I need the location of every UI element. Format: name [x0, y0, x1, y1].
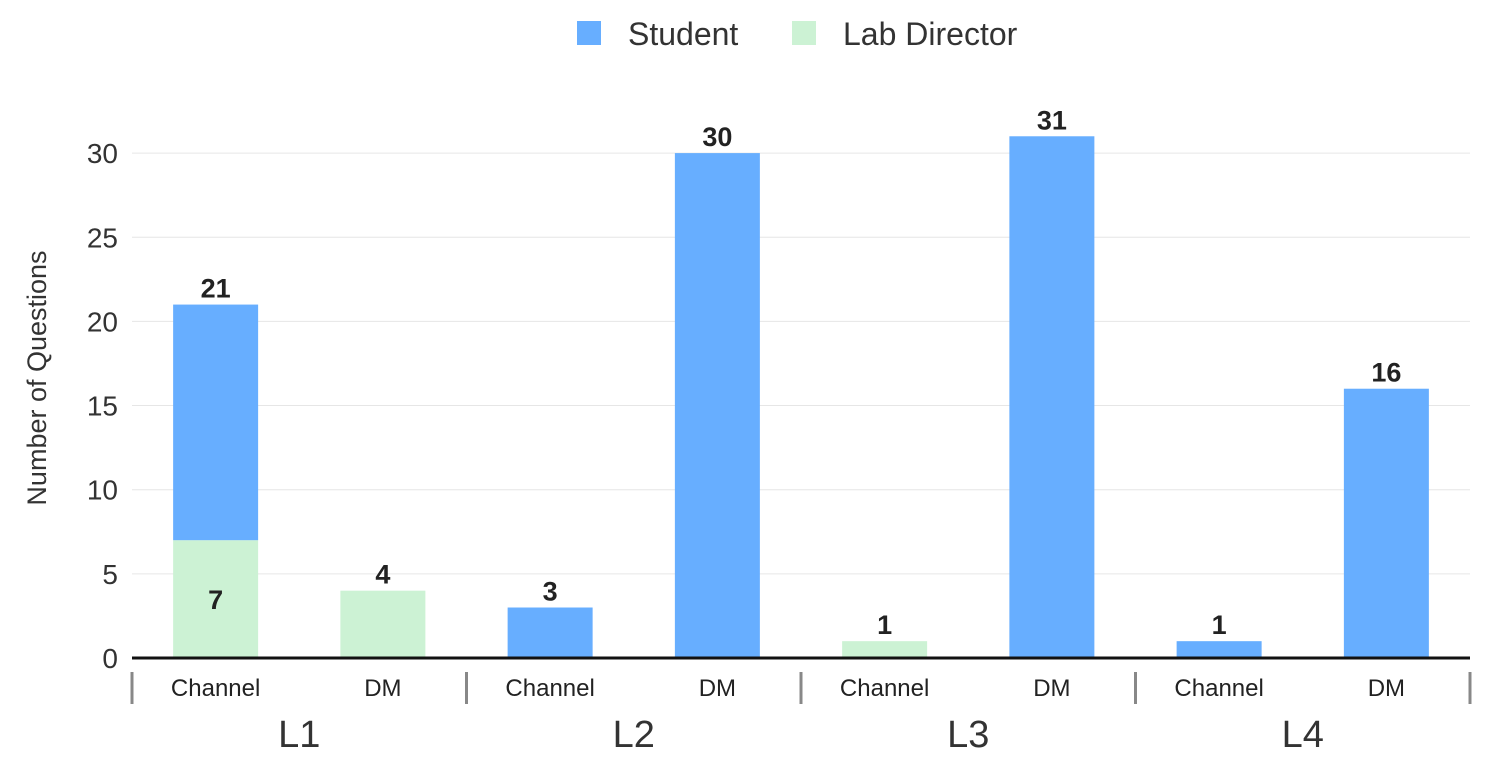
- bar-l1-channel-lab-director: [173, 540, 259, 658]
- y-tick-label-5: 5: [102, 559, 118, 590]
- gridlines: [132, 152, 1470, 575]
- y-axis-title: Number of Questions: [22, 250, 52, 505]
- x-tick-label-l3-channel: Channel: [840, 675, 929, 702]
- total-label-l1-dm: 4: [375, 560, 390, 590]
- bar-l2-dm-student: [674, 153, 760, 658]
- data-labels: 21 4 3 30 1 31 1 16 7: [201, 105, 1402, 640]
- x-tick-label-l4-channel: Channel: [1174, 675, 1263, 702]
- group-label-l1: L1: [278, 714, 320, 756]
- x-tick-label-l1-dm: DM: [364, 675, 401, 702]
- y-tick-label-15: 15: [87, 391, 118, 422]
- y-tick-label-20: 20: [87, 306, 118, 337]
- x-tick-label-l1-channel: Channel: [171, 675, 260, 702]
- y-tick-label-10: 10: [87, 475, 118, 506]
- x-tick-label-l2-channel: Channel: [505, 675, 594, 702]
- total-label-l3-channel: 1: [877, 610, 892, 640]
- bar-l2-channel-student: [507, 607, 593, 658]
- total-label-l2-channel: 3: [543, 577, 558, 607]
- legend-swatch-student: [577, 21, 601, 45]
- x-tick-label-l3-dm: DM: [1033, 675, 1070, 702]
- y-tick-label-0: 0: [102, 643, 118, 674]
- segment-label-l1-channel-lab-director: 7: [208, 585, 223, 615]
- total-label-l4-dm: 16: [1371, 358, 1401, 388]
- bars: [173, 136, 1429, 658]
- total-label-l4-channel: 1: [1212, 610, 1227, 640]
- bar-l1-dm-lab-director: [340, 590, 426, 658]
- group-label-l3: L3: [947, 714, 989, 756]
- x-axis: Channel DM Channel DM Channel DM Channel DM L1 L2…: [130, 656, 1472, 756]
- x-tick-label-l4-dm: DM: [1368, 675, 1405, 702]
- bar-l3-dm-student: [1009, 136, 1095, 658]
- bar-l4-channel-student: [1176, 641, 1262, 658]
- group-label-l2: L2: [613, 714, 655, 756]
- y-tick-label-30: 30: [87, 138, 118, 169]
- total-label-l2-dm: 30: [702, 122, 732, 152]
- group-label-l4: L4: [1282, 714, 1324, 756]
- y-tick-label-25: 25: [87, 222, 118, 253]
- legend: Student Lab Director: [577, 16, 1018, 52]
- legend-label-lab-director: Lab Director: [843, 16, 1018, 52]
- total-label-l3-dm: 31: [1037, 105, 1067, 135]
- y-axis: 0 5 10 15 20 25 30 Number of Questions: [22, 138, 118, 674]
- total-label-l1-channel: 21: [201, 274, 231, 304]
- legend-label-student: Student: [628, 16, 738, 52]
- bar-l4-dm-student: [1343, 388, 1429, 658]
- legend-swatch-lab-director: [792, 21, 816, 45]
- bar-l1-channel-student: [173, 304, 259, 541]
- bar-l3-channel-lab-director: [842, 641, 928, 658]
- x-tick-label-l2-dm: DM: [699, 675, 736, 702]
